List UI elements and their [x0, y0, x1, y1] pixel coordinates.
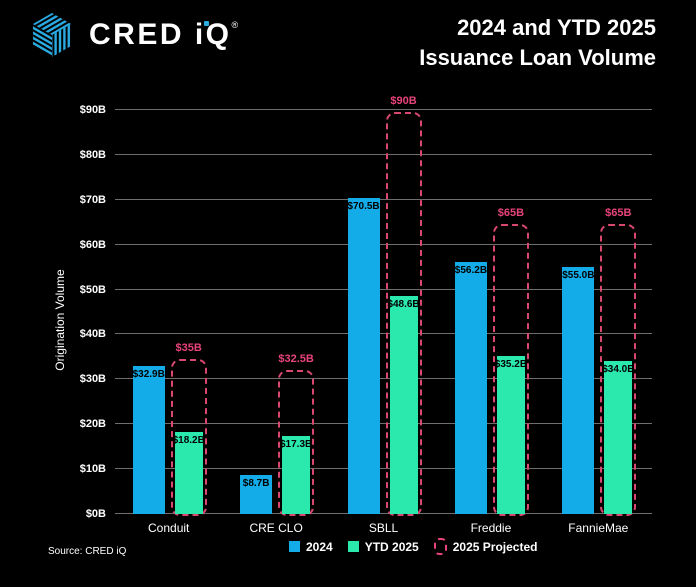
bar-ytd-2025-value-label: $17.3B	[279, 439, 313, 451]
x-axis-label: CRE CLO	[249, 521, 303, 535]
bar-ytd-2025: $35.2B	[494, 356, 528, 514]
category-group-fanniemae: $65B $55.0B $34.0B	[545, 110, 652, 516]
bar-ytd-2025-value-label: $18.2B	[172, 435, 205, 447]
legend-swatch-2024	[289, 541, 300, 552]
source-attribution: Source: CRED iQ	[48, 546, 127, 557]
bar-ytd-2025-value-label: $35.2B	[494, 359, 528, 370]
bar-2024-value-label: $56.2B	[454, 264, 488, 276]
y-tick-label: $70B	[79, 193, 106, 206]
bar-ytd-2025-value-label: $34.0B	[602, 364, 635, 376]
bar-2024: $56.2B	[454, 261, 488, 514]
projected-value-label: $35B	[175, 341, 202, 354]
plot-area: $35B $32.9B $18.2B $32.5B $8.7B $17.3B $90B $70…	[115, 95, 652, 516]
title-line-2: Issuance Loan Volume	[419, 45, 656, 70]
gridline	[115, 333, 652, 335]
legend-label-ytd-2025: YTD 2025	[364, 539, 419, 554]
y-axis-title: Origination Volume	[53, 269, 67, 371]
bar-2024-value-label: $70.5B	[347, 200, 380, 212]
gridline	[115, 513, 652, 514]
cred-iq-cube-icon	[33, 13, 71, 57]
y-tick-label: $30B	[79, 373, 106, 386]
bar-2024: $55.0B	[562, 267, 594, 514]
legend-item-2024: 2024	[289, 540, 333, 554]
projected-value-label: $65B	[497, 207, 525, 220]
y-tick-label: $10B	[79, 463, 106, 476]
title-line-1: 2024 and YTD 2025	[457, 15, 656, 40]
gridline	[115, 109, 652, 110]
projected-outline-box: $65B	[600, 207, 637, 516]
gridline	[115, 243, 652, 245]
projected-outline-box: $65B	[492, 207, 529, 516]
x-axis-labels: Conduit CRE CLO SBLL Freddie FannieMae	[115, 521, 652, 535]
projected-outline-box: $32.5B	[278, 353, 315, 516]
registered-mark: ®	[231, 20, 239, 30]
legend-swatch-ytd-2025	[347, 541, 359, 552]
gridline	[115, 198, 652, 200]
legend: 2024 YTD 2025 2025 Projected	[289, 538, 537, 555]
category-group-conduit: $35B $32.9B $18.2B	[115, 110, 222, 516]
y-tick-label: $0B	[85, 508, 106, 520]
y-tick-label: $40B	[79, 328, 106, 341]
logo-wordmark: CRED iQ®	[89, 18, 238, 52]
projected-value-label: $65B	[605, 207, 632, 220]
y-tick-label: $90B	[79, 104, 106, 116]
logo: CRED iQ®	[28, 11, 238, 59]
legend-item-2025-projected: 2025 Projected	[433, 538, 538, 555]
y-tick-label: $50B	[79, 283, 106, 296]
bar-ytd-2025: $17.3B	[279, 436, 313, 514]
gridline	[115, 468, 652, 470]
page-title: 2024 and YTD 2025 Issuance Loan Volume	[419, 13, 656, 73]
bar-2024: $32.9B	[133, 366, 165, 514]
bar-ytd-2025: $34.0B	[602, 361, 635, 514]
bar-2024-value-label: $8.7B	[242, 477, 270, 489]
gridline	[115, 378, 652, 380]
bar-2024-value-label: $32.9B	[132, 369, 165, 381]
legend-swatch-2025-projected	[433, 538, 447, 555]
projected-outline-box: $90B	[385, 95, 422, 516]
bar-ytd-2025: $18.2B	[172, 432, 205, 514]
bar-ytd-2025-value-label: $48.6B	[387, 298, 420, 310]
bar-2024: $70.5B	[347, 197, 380, 514]
gridline	[115, 153, 652, 155]
category-group-freddie: $65B $56.2B $35.2B	[437, 110, 544, 516]
y-tick-label: $80B	[79, 148, 106, 161]
logo-i-dot	[204, 21, 210, 26]
legend-label-2025-projected: 2025 Projected	[452, 539, 538, 554]
logo-text: CRED iQ	[89, 18, 232, 51]
gridline	[115, 423, 652, 425]
legend-label-2024: 2024	[306, 539, 333, 554]
gridline	[115, 288, 652, 290]
bar-2024: $8.7B	[240, 474, 273, 514]
category-group-sbll: $90B $70.5B $48.6B	[330, 95, 437, 516]
projected-value-label: $32.5B	[278, 353, 314, 366]
x-axis-label: SBLL	[368, 521, 399, 535]
y-tick-label: $20B	[79, 418, 106, 431]
bar-2024-value-label: $55.0B	[562, 270, 595, 282]
y-axis-ticks: $0B $10B $20B $30B $40B $50B $60B $70B $80B $90B	[0, 104, 106, 520]
y-tick-label: $60B	[79, 238, 106, 251]
category-group-cre-clo: $32.5B $8.7B $17.3B	[222, 110, 329, 516]
projected-value-label: $90B	[390, 95, 417, 107]
x-axis-label: Conduit	[148, 521, 190, 535]
projected-outline-box: $35B	[170, 342, 207, 516]
x-axis-label: Freddie	[470, 521, 512, 535]
bar-groups: $35B $32.9B $18.2B $32.5B $8.7B $17.3B $90B $70…	[115, 95, 652, 516]
bar-ytd-2025: $48.6B	[387, 295, 420, 514]
x-axis-label: FannieMae	[568, 521, 629, 535]
legend-item-ytd-2025: YTD 2025	[347, 539, 419, 554]
